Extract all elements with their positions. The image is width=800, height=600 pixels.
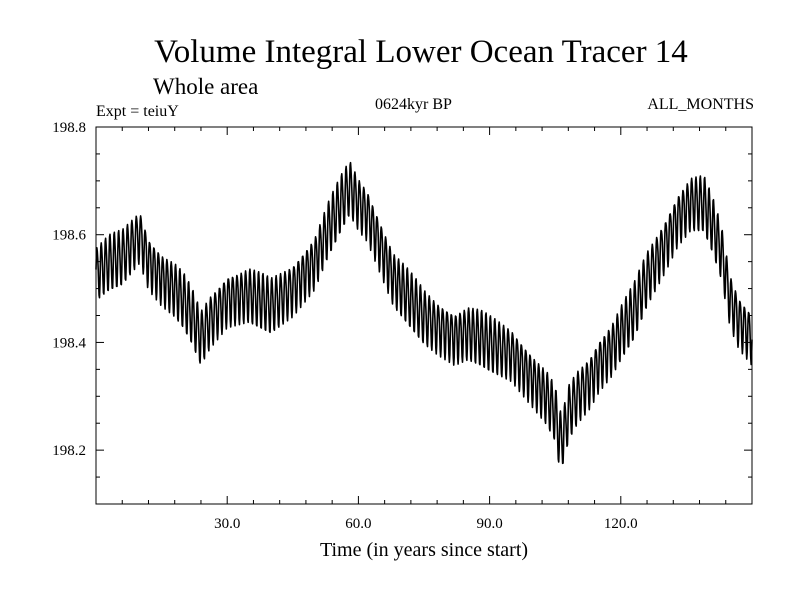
x-tick-label: 60.0 [345,516,371,532]
x-tick-label: 90.0 [476,516,502,532]
y-tick-label: 198.6 [52,228,86,244]
x-tick-label: 30.0 [214,516,240,532]
series-line-tracer-14 [96,163,752,464]
y-tick-label: 198.2 [52,443,86,459]
chart-plot: 30.0 60.0 90.0 120.0 198.2 198.4 198.6 198.8 [0,0,800,600]
x-tick-label: 120.0 [604,516,638,532]
y-tick-label: 198.8 [52,120,86,136]
y-tick-label: 198.4 [52,335,86,351]
